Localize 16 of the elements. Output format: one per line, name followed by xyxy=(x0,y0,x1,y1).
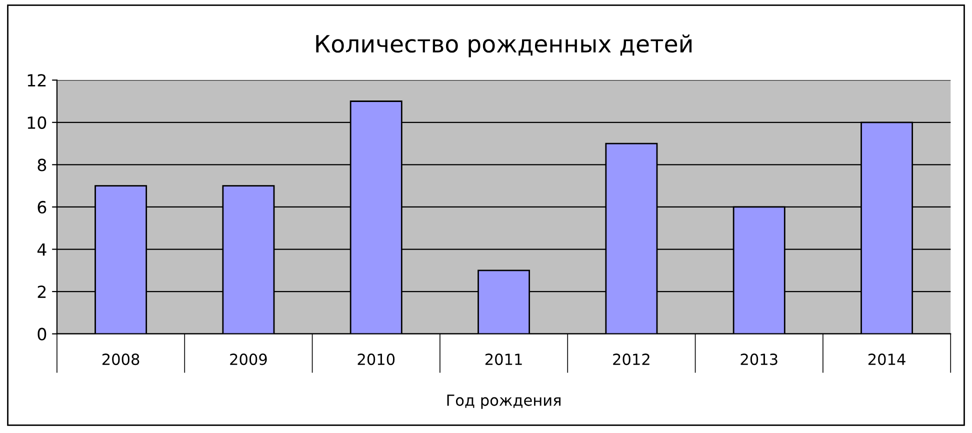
chart-title: Количество рожденных детей xyxy=(316,34,692,58)
y-tick-label: 12 xyxy=(28,74,46,86)
y-tick-label: 4 xyxy=(37,243,46,256)
x-tick-label: 2014 xyxy=(868,354,906,366)
x-tick-label: 2011 xyxy=(485,354,522,366)
x-tick-label: 2013 xyxy=(740,354,778,366)
x-axis-title: Год рождения xyxy=(447,394,560,409)
y-tick-label: 8 xyxy=(38,158,46,172)
y-tick-label: 6 xyxy=(38,200,46,214)
y-tick-label: 10 xyxy=(28,116,46,129)
x-tick-label: 2010 xyxy=(358,354,395,366)
x-tick-label: 2009 xyxy=(230,354,267,366)
x-tick-label: 2008 xyxy=(102,354,140,366)
y-tick-label: 0 xyxy=(38,328,46,340)
y-tick-label: 2 xyxy=(38,286,46,298)
x-tick-label: 2012 xyxy=(613,354,650,366)
